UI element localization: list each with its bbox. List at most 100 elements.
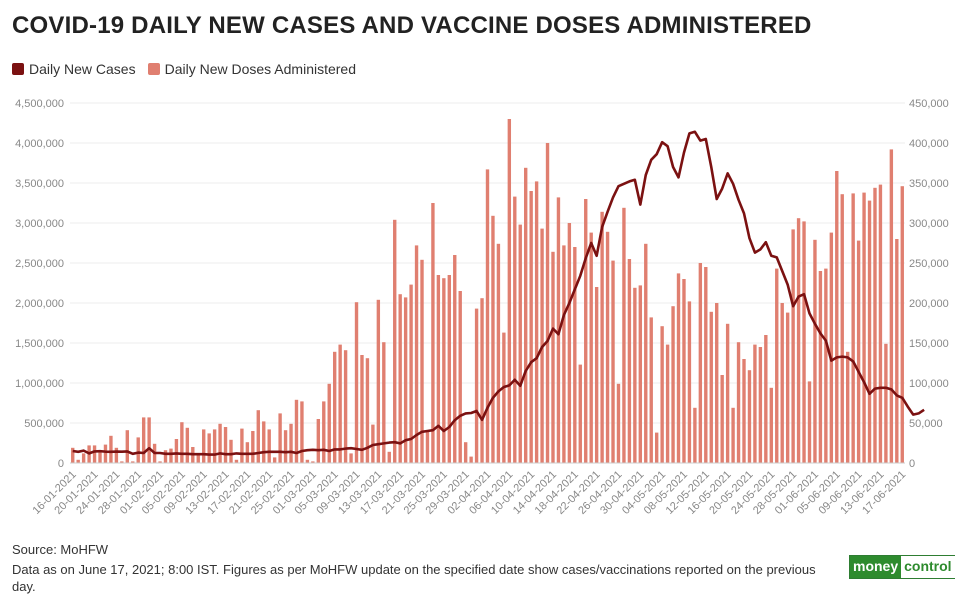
dose-bar[interactable] xyxy=(202,429,206,463)
dose-bar[interactable] xyxy=(453,255,457,463)
dose-bar[interactable] xyxy=(862,192,866,463)
dose-bar[interactable] xyxy=(534,181,539,463)
dose-bar[interactable] xyxy=(365,358,370,463)
dose-bar[interactable] xyxy=(131,461,135,463)
dose-bar[interactable] xyxy=(387,451,391,463)
dose-bar[interactable] xyxy=(785,312,790,463)
dose-bar[interactable] xyxy=(496,243,501,463)
dose-bar[interactable] xyxy=(682,279,686,463)
dose-bar[interactable] xyxy=(212,429,217,463)
dose-bar[interactable] xyxy=(835,171,839,463)
dose-bar[interactable] xyxy=(889,149,894,463)
dose-bar[interactable] xyxy=(747,370,752,463)
dose-bar[interactable] xyxy=(223,427,228,463)
dose-bar[interactable] xyxy=(474,308,479,463)
dose-bar[interactable] xyxy=(736,342,741,463)
dose-bar[interactable] xyxy=(294,399,299,463)
dose-bar[interactable] xyxy=(878,184,883,463)
dose-bar[interactable] xyxy=(633,287,637,463)
dose-bar[interactable] xyxy=(229,439,233,463)
dose-bar[interactable] xyxy=(420,259,424,463)
dose-bar[interactable] xyxy=(81,453,86,463)
dose-bar[interactable] xyxy=(518,224,522,463)
dose-bar[interactable] xyxy=(169,448,173,463)
dose-bar[interactable] xyxy=(715,303,719,463)
dose-bar[interactable] xyxy=(354,302,359,463)
dose-bar[interactable] xyxy=(332,351,337,463)
dose-bar[interactable] xyxy=(562,245,566,463)
dose-bar[interactable] xyxy=(638,285,643,463)
dose-bar[interactable] xyxy=(469,456,473,463)
dose-bar[interactable] xyxy=(147,417,151,463)
dose-bar[interactable] xyxy=(594,287,599,463)
dose-bar[interactable] xyxy=(584,199,588,463)
dose-bar[interactable] xyxy=(813,239,817,463)
dose-bar[interactable] xyxy=(442,278,446,463)
dose-bar[interactable] xyxy=(513,196,517,463)
dose-bar[interactable] xyxy=(114,447,119,463)
dose-bar[interactable] xyxy=(300,401,304,463)
dose-bar[interactable] xyxy=(174,439,179,463)
dose-bar[interactable] xyxy=(425,431,430,463)
dose-bar[interactable] xyxy=(136,437,140,463)
dose-bar[interactable] xyxy=(567,223,572,463)
dose-bar[interactable] xyxy=(327,383,331,463)
dose-bar[interactable] xyxy=(343,350,348,463)
dose-bar[interactable] xyxy=(398,294,402,463)
dose-bar[interactable] xyxy=(622,207,626,463)
dose-bar[interactable] xyxy=(207,433,211,463)
dose-bar[interactable] xyxy=(671,306,675,463)
dose-bar[interactable] xyxy=(382,342,386,463)
dose-bar[interactable] xyxy=(851,193,855,463)
dose-bar[interactable] xyxy=(163,450,168,463)
dose-bar[interactable] xyxy=(338,344,342,463)
dose-bar[interactable] xyxy=(698,263,703,463)
dose-bar[interactable] xyxy=(704,267,708,463)
dose-bar[interactable] xyxy=(267,429,271,463)
dose-bar[interactable] xyxy=(376,299,381,463)
dose-bar[interactable] xyxy=(611,260,615,463)
dose-bar[interactable] xyxy=(256,410,260,463)
dose-bar[interactable] xyxy=(829,232,834,463)
dose-bar[interactable] xyxy=(824,268,828,463)
dose-bar[interactable] xyxy=(807,381,812,463)
dose-bar[interactable] xyxy=(551,251,555,463)
dose-bar[interactable] xyxy=(120,461,124,463)
dose-bar[interactable] xyxy=(796,218,801,463)
dose-bar[interactable] xyxy=(802,221,806,463)
dose-bar[interactable] xyxy=(720,375,724,463)
dose-bar[interactable] xyxy=(665,344,670,463)
dose-bar[interactable] xyxy=(447,275,451,463)
dose-bar[interactable] xyxy=(884,343,888,463)
dose-bar[interactable] xyxy=(485,169,490,463)
dose-bar[interactable] xyxy=(283,430,288,463)
dose-bar[interactable] xyxy=(71,447,75,463)
dose-bar[interactable] xyxy=(311,461,315,463)
dose-bar[interactable] xyxy=(393,219,397,463)
dose-bar[interactable] xyxy=(305,459,310,463)
dose-bar[interactable] xyxy=(856,240,861,463)
dose-bar[interactable] xyxy=(818,271,823,463)
dose-bar[interactable] xyxy=(403,297,408,463)
dose-bar[interactable] xyxy=(725,323,730,463)
dose-bar[interactable] xyxy=(676,273,681,463)
dose-bar[interactable] xyxy=(780,303,784,463)
dose-bar[interactable] xyxy=(775,268,779,463)
dose-bar[interactable] xyxy=(529,191,533,463)
dose-bar[interactable] xyxy=(180,422,184,463)
dose-bar[interactable] xyxy=(573,247,577,463)
dose-bar[interactable] xyxy=(491,215,495,463)
dose-bar[interactable] xyxy=(218,423,222,463)
dose-bar[interactable] xyxy=(502,332,506,463)
dose-bar[interactable] xyxy=(158,461,162,463)
dose-bar[interactable] xyxy=(98,452,102,463)
dose-bar[interactable] xyxy=(578,364,582,463)
dose-bar[interactable] xyxy=(545,143,550,463)
dose-bar[interactable] xyxy=(867,200,872,463)
dose-bar[interactable] xyxy=(103,444,108,463)
dose-bar[interactable] xyxy=(196,455,200,463)
dose-bar[interactable] xyxy=(605,231,610,463)
dose-bar[interactable] xyxy=(769,387,773,463)
dose-bar[interactable] xyxy=(463,442,468,463)
dose-bar[interactable] xyxy=(76,459,80,463)
